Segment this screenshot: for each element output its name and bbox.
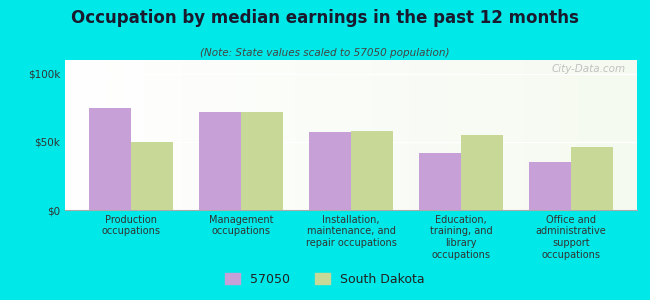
Bar — [241, 112, 283, 210]
Legend: 57050, South Dakota: 57050, South Dakota — [220, 268, 430, 291]
Bar — [131, 142, 173, 210]
Bar — [461, 135, 503, 210]
Bar — [351, 131, 393, 210]
Bar — [529, 162, 571, 210]
Bar — [309, 132, 351, 210]
Bar — [419, 153, 461, 210]
Bar — [571, 147, 613, 210]
Text: (Note: State values scaled to 57050 population): (Note: State values scaled to 57050 popu… — [200, 48, 450, 58]
Text: Occupation by median earnings in the past 12 months: Occupation by median earnings in the pas… — [71, 9, 579, 27]
Bar — [89, 108, 131, 210]
Bar — [199, 112, 241, 210]
Text: City-Data.com: City-Data.com — [551, 64, 625, 74]
